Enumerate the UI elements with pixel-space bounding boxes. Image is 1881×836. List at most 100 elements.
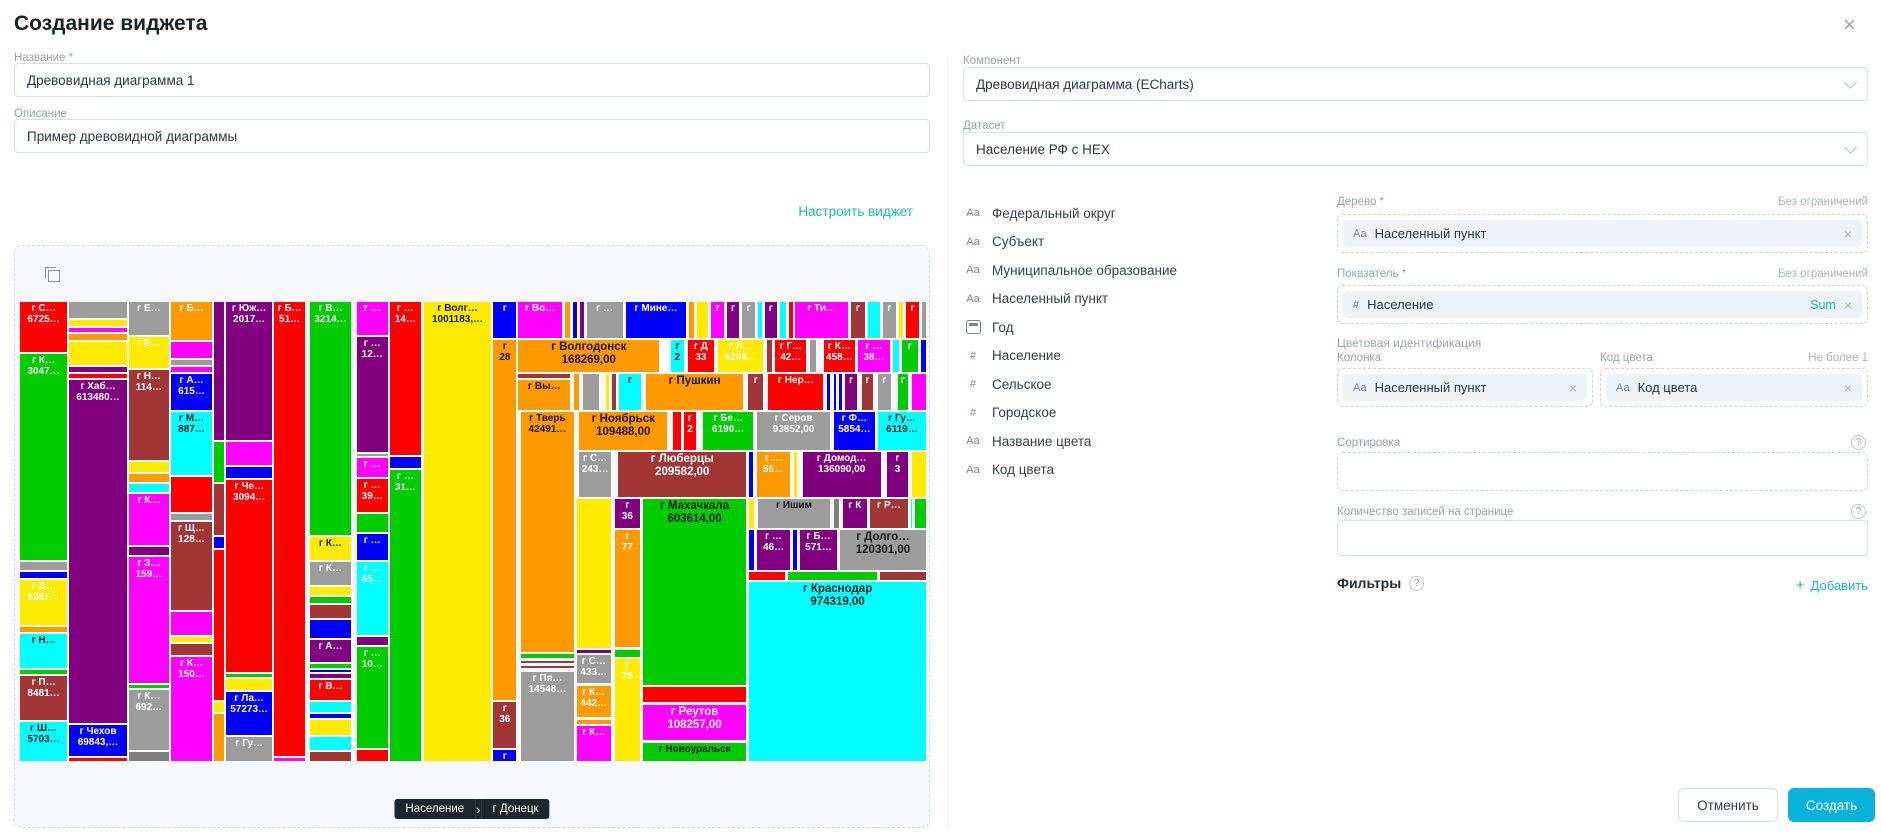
treemap-tile[interactable]: г Б… 51… — [273, 301, 306, 758]
treemap-tile[interactable]: г 36 — [613, 497, 641, 530]
treemap-tile[interactable] — [355, 453, 389, 457]
treemap-tile[interactable]: г … 39… — [355, 478, 389, 514]
treemap-tile[interactable] — [563, 301, 572, 339]
treemap-tile[interactable] — [225, 466, 274, 479]
treemap-tile[interactable] — [169, 366, 214, 373]
treemap-tile[interactable]: г 36 — [492, 701, 518, 750]
treemap-tile[interactable]: г Пя… 14548… — [520, 671, 575, 762]
treemap-tile[interactable]: г … 55… — [756, 450, 791, 498]
treemap-tile[interactable] — [575, 649, 612, 655]
color-column-chip[interactable]: Аа Населенный пункт × — [1343, 374, 1587, 401]
treemap-tile[interactable] — [787, 571, 878, 581]
treemap-tile[interactable]: г 28 — [492, 338, 518, 702]
treemap-tile[interactable]: г — [877, 372, 892, 412]
treemap-tile[interactable] — [791, 529, 799, 572]
treemap-tile[interactable] — [808, 338, 818, 373]
treemap-tile[interactable]: г М… 887… — [169, 411, 214, 477]
treemap-tile[interactable] — [910, 450, 927, 498]
treemap-tile[interactable]: г — [844, 372, 858, 412]
treemap-tile[interactable] — [867, 301, 881, 339]
help-icon[interactable]: ? — [1851, 435, 1866, 450]
treemap-tile[interactable] — [308, 701, 353, 714]
treemap-tile[interactable] — [641, 685, 748, 703]
treemap-tile[interactable] — [778, 301, 788, 339]
treemap-tile[interactable] — [688, 301, 696, 339]
treemap-tile[interactable] — [832, 372, 838, 412]
remove-icon[interactable]: × — [1843, 379, 1852, 396]
measure-chip[interactable]: # Население Sum × — [1343, 291, 1862, 318]
treemap-tile[interactable]: г В… — [308, 679, 353, 702]
treemap-tile[interactable]: г — [492, 301, 518, 339]
help-icon[interactable]: ? — [1851, 504, 1866, 519]
treemap-tile[interactable]: г Мине… — [624, 301, 688, 339]
treemap-tile[interactable] — [273, 757, 306, 762]
dataset-field[interactable]: # Население — [963, 346, 1313, 366]
treemap-tile[interactable]: г А… 615… — [169, 372, 214, 412]
treemap-tile[interactable]: г Л… 5204… — [717, 338, 765, 373]
treemap-tile[interactable]: г А… — [308, 638, 353, 663]
treemap-tile[interactable] — [671, 411, 682, 451]
treemap-tile[interactable]: г Че… 3094… — [225, 478, 274, 674]
treemap-tile[interactable]: г Гу… 6119… — [877, 411, 927, 451]
treemap-tile[interactable]: г — [849, 301, 867, 339]
treemap-tile[interactable]: г Ишим — [757, 497, 831, 530]
treemap-tile[interactable] — [19, 571, 69, 579]
treemap-tile[interactable] — [355, 513, 389, 533]
dataset-field[interactable]: # Сельское — [963, 374, 1313, 394]
treemap-tile[interactable]: г Серов 93852,00 — [756, 411, 831, 451]
tree-dropzone[interactable]: Аа Населенный пункт × — [1337, 214, 1868, 253]
treemap-tile[interactable]: г Краснодар 974319,00 — [748, 580, 927, 762]
treemap-tile[interactable] — [308, 713, 353, 720]
treemap-tile[interactable]: г — [900, 338, 919, 373]
treemap-tile[interactable]: г Чехов 69843,… — [68, 724, 128, 757]
treemap-tile[interactable]: г … 12… — [355, 336, 389, 454]
treemap-tile[interactable] — [919, 338, 927, 373]
treemap-tile[interactable] — [308, 603, 353, 620]
treemap-tile[interactable]: г Н… — [19, 632, 69, 669]
treemap-tile[interactable]: г К… 3047… — [19, 353, 69, 561]
treemap-tile[interactable]: г Реутов 108257,00 — [641, 703, 748, 741]
treemap-tile[interactable]: г Хаб… 613480… — [68, 378, 128, 725]
treemap-tile[interactable]: г … 14… — [388, 301, 423, 456]
treemap-tile[interactable] — [68, 341, 128, 366]
treemap-tile[interactable] — [68, 332, 128, 342]
treemap-tile[interactable]: г П… 8481… — [19, 674, 69, 721]
treemap-tile[interactable]: г Д 33 — [687, 338, 715, 373]
treemap-tile[interactable] — [68, 318, 128, 327]
treemap-tile[interactable]: г К… 150… — [169, 655, 214, 762]
treemap-tile[interactable] — [748, 450, 755, 498]
treemap-tile[interactable] — [68, 372, 128, 379]
treemap-tile[interactable]: г … 65… — [355, 561, 389, 637]
treemap-tile[interactable]: г … — [355, 532, 389, 561]
treemap-tile[interactable]: г — [897, 372, 909, 412]
remove-icon[interactable]: × — [1568, 379, 1577, 396]
treemap-tile[interactable]: г К… — [575, 724, 612, 762]
treemap-tile[interactable] — [127, 472, 170, 484]
close-icon[interactable]: × — [1843, 12, 1856, 37]
treemap-tile[interactable]: г Долго… 120301,00 — [838, 529, 927, 572]
treemap-tile[interactable] — [757, 301, 763, 339]
treemap-tile[interactable]: г К… 692… — [127, 689, 170, 751]
dataset-field[interactable]: Год — [963, 317, 1313, 337]
treemap-tile[interactable] — [169, 513, 214, 521]
treemap-tile[interactable] — [355, 749, 389, 762]
treemap-tile[interactable] — [127, 684, 170, 690]
treemap-tile[interactable]: г 2 — [682, 411, 698, 451]
treemap-tile[interactable] — [308, 673, 353, 679]
add-filter-button[interactable]: + Добавить — [1796, 577, 1868, 594]
treemap-tile[interactable] — [225, 441, 274, 467]
page-size-input[interactable] — [1337, 520, 1868, 556]
treemap-tile[interactable] — [225, 673, 274, 679]
treemap-tile[interactable] — [748, 571, 787, 581]
treemap-tile[interactable] — [308, 751, 353, 762]
remove-icon[interactable]: × — [1843, 225, 1852, 242]
treemap-tile[interactable] — [19, 626, 69, 633]
treemap-tile[interactable]: г К… 442… — [575, 685, 612, 719]
treemap-tile[interactable]: г Р… — [868, 497, 909, 530]
treemap-tile[interactable]: г — [492, 749, 518, 762]
treemap-tile[interactable]: г Ноябрьск 109488,00 — [578, 411, 669, 451]
treemap-tile[interactable] — [308, 668, 353, 674]
treemap-tile[interactable] — [613, 649, 641, 659]
treemap-tile[interactable] — [213, 549, 226, 702]
treemap-tile[interactable] — [19, 668, 69, 675]
